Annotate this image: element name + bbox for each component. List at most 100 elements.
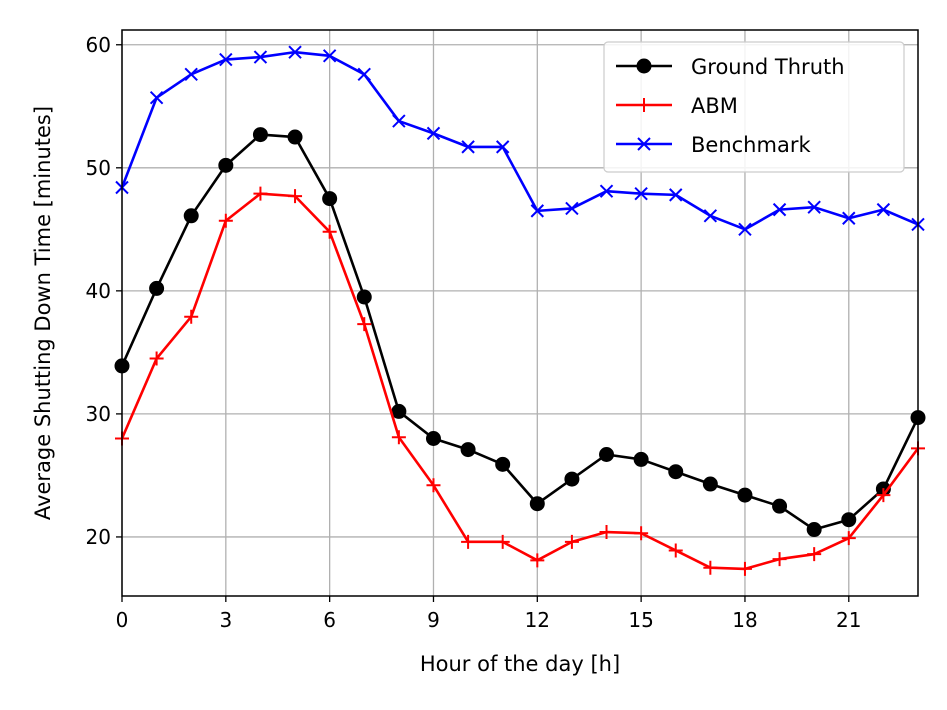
y-tick-label: 50 xyxy=(86,156,111,180)
data-point xyxy=(703,209,718,223)
data-point xyxy=(252,127,268,143)
y-tick-label: 60 xyxy=(86,33,111,57)
data-point xyxy=(495,534,510,549)
legend-entry: Benchmark xyxy=(616,133,811,157)
data-point xyxy=(564,471,580,487)
data-point xyxy=(288,45,302,59)
data-point xyxy=(391,430,406,445)
data-point xyxy=(599,447,615,462)
data-point xyxy=(806,522,822,538)
data-point xyxy=(149,280,165,296)
x-axis-label: Hour of the day [h] xyxy=(420,652,620,676)
data-point xyxy=(703,560,718,575)
data-point xyxy=(599,525,614,540)
axis-ticks: 0 3 6 9 12 15 18 21 20 30 40 50 60 xyxy=(86,33,862,632)
legend-entry: Ground Thruth xyxy=(616,55,845,79)
data-point xyxy=(391,403,407,419)
x-tick-label: 0 xyxy=(116,608,129,632)
data-point xyxy=(426,126,441,141)
data-point xyxy=(322,191,338,207)
data-point xyxy=(841,512,857,528)
data-point xyxy=(218,157,234,173)
data-point xyxy=(772,498,788,514)
data-point xyxy=(253,186,268,201)
legend-box xyxy=(603,41,905,173)
data-point xyxy=(322,224,337,239)
data-point xyxy=(842,211,856,225)
series-line xyxy=(120,50,919,231)
legend-label: ABM xyxy=(691,94,738,118)
data-point xyxy=(634,186,648,201)
data-point xyxy=(529,496,545,512)
data-point xyxy=(841,531,856,546)
data-point xyxy=(668,543,683,558)
x-tick-label: 21 xyxy=(836,608,861,632)
data-point xyxy=(669,188,683,202)
data-point xyxy=(530,204,545,218)
x-tick-label: 9 xyxy=(427,608,440,632)
series-1 xyxy=(114,127,926,538)
y-tick-label: 40 xyxy=(86,279,111,303)
data-point xyxy=(702,476,718,492)
data-point xyxy=(357,67,371,82)
data-point xyxy=(218,213,233,228)
data-point xyxy=(460,442,476,458)
data-point xyxy=(530,553,545,568)
x-tick-label: 18 xyxy=(732,608,757,632)
legend-marker xyxy=(636,58,652,74)
y-axis-label: Average Shutting Down Time [minutes] xyxy=(31,106,55,520)
data-point xyxy=(183,208,199,224)
data-point xyxy=(772,202,787,217)
data-point xyxy=(807,547,822,562)
x-tick-label: 12 xyxy=(525,608,550,632)
data-point xyxy=(876,202,891,217)
x-tick-label: 3 xyxy=(219,608,232,632)
data-point xyxy=(322,49,337,63)
data-point xyxy=(149,90,164,105)
data-point xyxy=(634,526,649,541)
legend: Ground Thruth ABM Benchmark xyxy=(603,41,905,173)
data-point xyxy=(876,488,891,503)
data-point xyxy=(184,67,198,82)
data-point xyxy=(737,487,753,503)
data-point xyxy=(807,200,821,214)
data-point xyxy=(287,129,303,145)
legend-marker xyxy=(637,137,651,151)
data-point xyxy=(599,184,614,198)
data-point xyxy=(184,309,199,324)
data-point xyxy=(633,451,649,467)
data-point xyxy=(461,140,475,154)
data-point xyxy=(149,351,164,366)
data-point xyxy=(425,431,441,447)
data-point xyxy=(737,561,752,576)
data-point xyxy=(461,534,476,549)
data-point xyxy=(357,317,372,332)
data-point xyxy=(564,534,579,549)
data-point xyxy=(426,478,441,493)
data-point xyxy=(565,201,579,216)
y-tick-label: 30 xyxy=(86,402,111,426)
series-2 xyxy=(115,186,925,576)
data-point xyxy=(668,464,684,480)
legend-marker xyxy=(637,98,651,112)
data-point xyxy=(356,289,372,305)
data-point xyxy=(738,222,752,237)
data-point xyxy=(495,140,510,154)
data-point xyxy=(495,456,511,472)
data-point xyxy=(219,52,233,67)
legend-entry: ABM xyxy=(616,94,738,118)
series-line xyxy=(120,192,920,571)
series-lines xyxy=(114,45,926,576)
series-line xyxy=(120,133,920,531)
series-3 xyxy=(115,45,925,237)
data-point xyxy=(288,189,303,204)
data-point xyxy=(392,114,406,128)
x-tick-label: 6 xyxy=(323,608,336,632)
legend-label: Ground Thruth xyxy=(691,55,845,79)
x-tick-label: 15 xyxy=(628,608,653,632)
data-point xyxy=(253,50,268,64)
y-tick-label: 20 xyxy=(86,525,111,549)
data-point xyxy=(772,552,787,567)
plot-frame xyxy=(121,29,919,597)
